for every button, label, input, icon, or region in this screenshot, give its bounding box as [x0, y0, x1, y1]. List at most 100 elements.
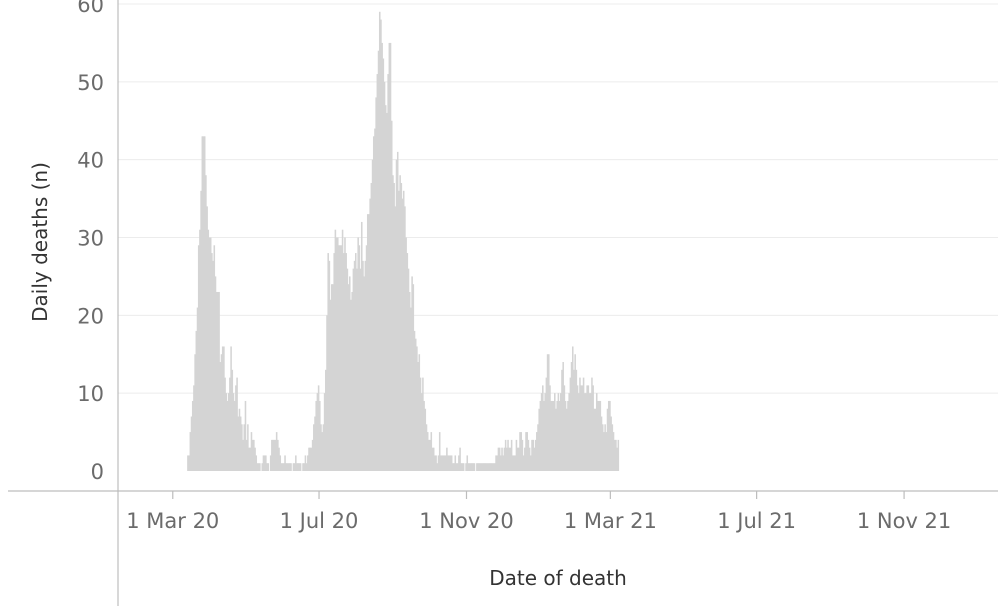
y-axis-title: Daily deaths (n)	[28, 162, 52, 322]
x-tick-label: 1 Jul 20	[280, 509, 359, 533]
bar	[223, 346, 225, 471]
bar	[568, 393, 570, 471]
bar	[286, 463, 289, 471]
bar	[516, 447, 519, 471]
bar	[250, 432, 253, 471]
bar	[362, 260, 364, 471]
bar	[262, 455, 265, 471]
bar	[567, 400, 569, 471]
bar	[565, 408, 568, 471]
bar	[587, 385, 590, 471]
bar	[558, 400, 561, 471]
bar	[375, 97, 377, 472]
bar	[293, 463, 296, 471]
bar	[399, 175, 401, 471]
bar	[402, 190, 405, 472]
bar	[285, 463, 288, 471]
bar	[244, 400, 247, 471]
bar	[220, 354, 223, 471]
bar	[347, 284, 350, 471]
bar	[197, 245, 200, 471]
x-tick-labels: 1 Mar 20 1 Jul 20 1 Nov 20 1 Mar 21 1 Jul 21…	[126, 491, 951, 533]
x-tick-label: 1 Jul 21	[717, 509, 796, 533]
bar	[500, 455, 502, 471]
bar	[527, 439, 530, 471]
bar	[351, 291, 353, 471]
bar	[472, 463, 475, 471]
bar	[229, 377, 231, 471]
bar	[327, 253, 329, 471]
bar	[563, 385, 566, 471]
bar	[551, 400, 554, 471]
bar	[528, 447, 531, 471]
bar	[243, 424, 246, 471]
bar	[562, 362, 564, 471]
bar	[277, 439, 279, 471]
bar	[372, 136, 375, 472]
bar	[524, 447, 526, 471]
bar	[267, 463, 270, 471]
bar	[504, 439, 507, 471]
bar	[492, 463, 495, 471]
bar	[491, 463, 494, 471]
bar	[188, 455, 190, 471]
bar	[350, 299, 352, 471]
bar	[576, 385, 579, 471]
bar	[411, 276, 413, 471]
y-tick-labels: 0 10 20 30 40 50 60	[77, 0, 104, 484]
bar	[238, 408, 241, 471]
bar	[601, 424, 604, 471]
bar	[394, 206, 397, 471]
bar	[479, 463, 482, 471]
bar	[190, 416, 193, 471]
bar	[214, 276, 217, 471]
bar	[525, 432, 527, 471]
bar	[386, 112, 388, 471]
bar	[256, 463, 259, 471]
bar	[302, 463, 304, 471]
bar	[404, 206, 406, 471]
bar	[591, 377, 593, 471]
bar	[392, 175, 394, 471]
bar	[271, 439, 273, 471]
bar	[419, 377, 422, 471]
bar	[307, 455, 309, 471]
bar	[449, 455, 452, 471]
bar	[588, 393, 591, 471]
bar	[384, 105, 387, 471]
bar	[298, 463, 301, 471]
bar	[408, 291, 411, 471]
bar	[281, 463, 284, 471]
bar	[259, 463, 261, 471]
bar	[473, 463, 476, 471]
bar	[515, 439, 518, 471]
x-tick-label: 1 Mar 20	[126, 509, 219, 533]
bar	[209, 237, 212, 471]
bar	[374, 128, 376, 472]
bar	[212, 260, 214, 471]
bar	[617, 439, 620, 471]
bar	[615, 439, 617, 471]
bar	[538, 408, 540, 471]
bar	[231, 369, 234, 471]
bar	[245, 439, 248, 471]
bar	[485, 463, 488, 471]
bar	[309, 447, 311, 471]
bar	[226, 400, 229, 471]
bar	[343, 253, 345, 471]
bar	[482, 463, 484, 471]
bar	[471, 463, 473, 471]
bar	[537, 424, 539, 471]
bar	[334, 229, 337, 471]
bar	[424, 408, 427, 471]
bar	[380, 19, 382, 472]
bar	[323, 393, 326, 471]
bar	[359, 268, 362, 471]
bar	[605, 432, 608, 471]
bar	[443, 455, 446, 471]
bar	[236, 377, 238, 471]
bar	[235, 385, 237, 471]
bar	[557, 393, 560, 471]
bar	[423, 400, 425, 471]
bar	[364, 260, 367, 471]
